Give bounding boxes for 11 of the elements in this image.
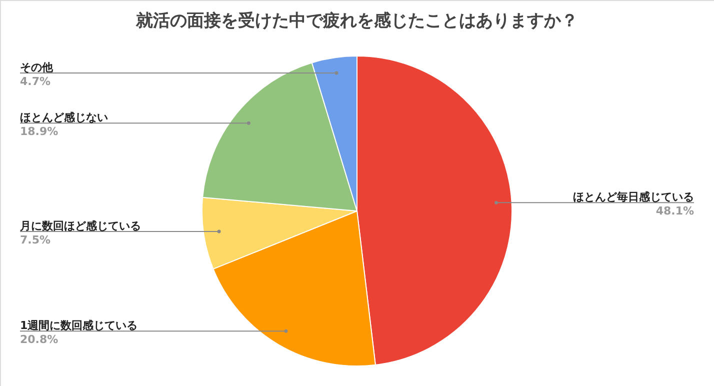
data-label: 7.5% — [20, 234, 51, 247]
data-label: 20.8% — [20, 333, 58, 346]
slice-label: ほとんど毎日感じている — [573, 190, 694, 204]
data-label: 4.7% — [20, 75, 51, 88]
slice-label: 月に数回ほど感じている — [19, 220, 141, 233]
chart-title: 就活の面接を受けた中で疲れを感じたことはありますか？ — [135, 11, 578, 31]
slice-label: ほとんど感じない — [20, 111, 108, 124]
data-label: 48.1% — [656, 204, 694, 218]
slice-label: その他 — [20, 61, 54, 74]
data-label: 18.9% — [20, 125, 58, 138]
slice-label: 1週間に数回感じている — [20, 319, 138, 332]
